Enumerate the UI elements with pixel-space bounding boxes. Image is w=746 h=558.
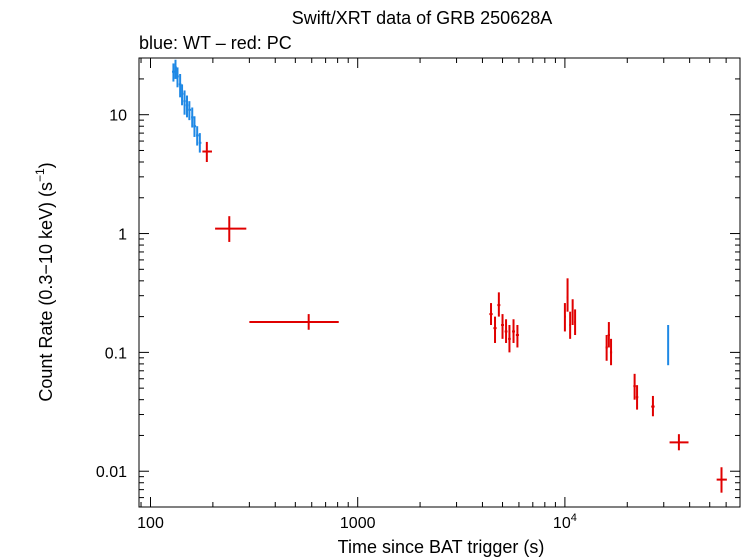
- pc-data-point: [215, 216, 247, 242]
- wt-data-point: [185, 95, 189, 118]
- x-tick-label-base: 10: [553, 515, 571, 532]
- y-axis-label-exponent: −1: [33, 168, 47, 182]
- pc-data-point: [569, 311, 572, 339]
- pc-data-point: [563, 303, 566, 332]
- y-axis-label-close: ): [36, 162, 56, 168]
- wt-data-point: [198, 133, 202, 153]
- pc-data-point: [515, 324, 519, 348]
- x-tick-label: 100: [137, 515, 164, 532]
- x-tick-label: 104: [553, 512, 577, 532]
- pc-data-point: [202, 141, 212, 162]
- pc-data-point: [501, 314, 504, 339]
- y-tick-label: 10: [109, 108, 127, 125]
- y-tick-label: 0.1: [105, 345, 127, 362]
- wt-data-point: [176, 67, 179, 88]
- pc-data-point: [574, 309, 577, 336]
- wt-data-point: [667, 324, 670, 366]
- wt-data-point: [174, 59, 177, 79]
- pc-data-point: [512, 319, 515, 343]
- pc-data-point: [566, 278, 569, 312]
- wt-data-point: [191, 107, 194, 128]
- pc-data-point: [635, 385, 639, 410]
- chart-title: Swift/XRT data of GRB 250628A: [292, 8, 552, 28]
- pc-data-point: [609, 338, 613, 366]
- wt-data-point: [181, 84, 184, 106]
- pc-data-point: [497, 292, 501, 317]
- wt-data-point: [183, 90, 186, 115]
- pc-data-point: [489, 303, 493, 325]
- pc-data-point: [605, 335, 608, 361]
- wt-data-point: [178, 74, 182, 98]
- y-tick-label: 1: [118, 227, 127, 244]
- pc-data-point: [651, 395, 655, 417]
- chart-subtitle: blue: WT – red: PC: [139, 33, 292, 53]
- pc-data-point: [249, 314, 339, 330]
- wt-data-point: [188, 101, 192, 121]
- y-axis-label-main: Count Rate (0.3−10 keV) (s: [36, 182, 56, 402]
- pc-data-point: [633, 373, 636, 400]
- data-points: [172, 59, 727, 493]
- plot-frame: [138, 57, 741, 508]
- x-tick-label-base: 1000: [340, 515, 376, 532]
- wt-data-point: [196, 126, 199, 146]
- pc-data-point: [493, 316, 497, 343]
- pc-data-point: [571, 299, 574, 325]
- x-tick-label-exponent: 4: [571, 512, 577, 524]
- pc-data-point: [669, 434, 689, 451]
- y-axis-label: Count Rate (0.3−10 keV) (s−1): [33, 162, 56, 401]
- pc-data-point: [504, 319, 508, 343]
- pc-data-point: [607, 322, 610, 348]
- x-tick-label: 1000: [340, 515, 376, 532]
- pc-data-point: [716, 467, 727, 493]
- wt-data-point: [172, 63, 175, 82]
- pc-data-point: [508, 324, 511, 353]
- x-axis-label: Time since BAT trigger (s): [338, 537, 545, 557]
- y-tick-label: 0.01: [96, 464, 127, 481]
- wt-data-point: [193, 116, 197, 137]
- x-tick-label-base: 100: [137, 515, 164, 532]
